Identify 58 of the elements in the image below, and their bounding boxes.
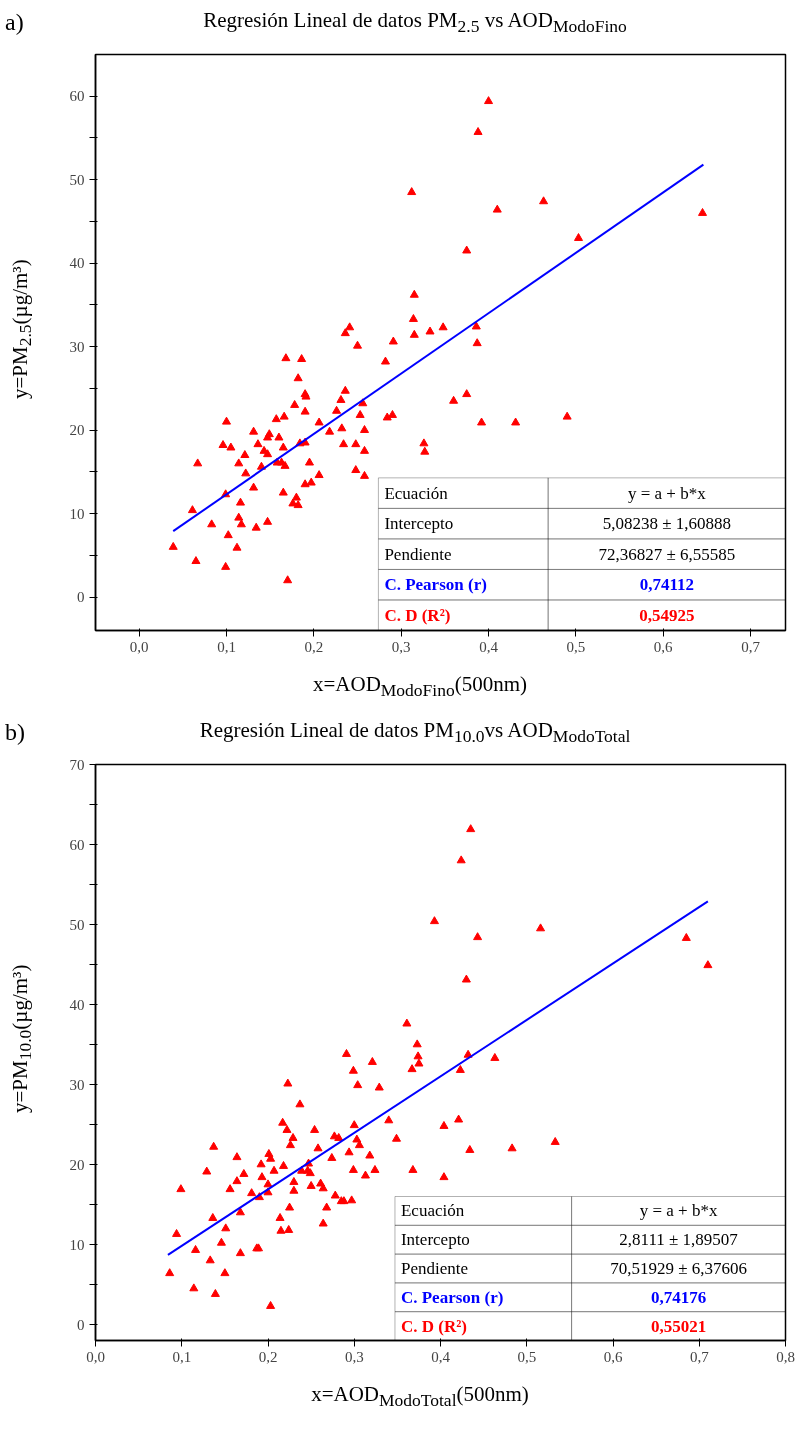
y-tick-label: 60 [69, 88, 85, 105]
annotation: Pendiente [400, 1259, 469, 1278]
text: a) [5, 8, 24, 37]
x-tick-label: 0,8 [776, 1348, 795, 1365]
x-tick-label: 0,2 [258, 1348, 278, 1365]
chart-title: Regresión Lineal de datos PM$_{2.5}$ vs AOD$_{ModoFino}$ [202, 7, 628, 39]
y-tick-label: 40 [69, 255, 85, 272]
annotation: 0,74112 [639, 575, 694, 595]
annotation: C. D (R²) [384, 605, 451, 625]
y-tick-label: 50 [69, 916, 85, 933]
x-tick-label: 0,3 [391, 638, 411, 655]
y-tick-label: 60 [69, 836, 85, 853]
annotation: Ecuación [400, 1201, 465, 1221]
y-tick-label: 20 [69, 1156, 85, 1173]
x-tick-label: 0,5 [517, 1348, 537, 1365]
x-axis-title: x=AOD$_{ModoFino}$(500nm) [311, 671, 529, 703]
annotation: 70,51929 ± 6,37606 [610, 1259, 747, 1278]
y-tick-label: 0 [77, 589, 85, 606]
y-tick-label: 70 [69, 756, 85, 773]
annotation: 2,8111 ± 1,89507 [619, 1230, 739, 1250]
annotation: 0,74176 [650, 1287, 707, 1307]
x-tick-label: 0,0 [86, 1348, 105, 1365]
y-tick-label: 20 [69, 422, 85, 439]
x-tick-label: 0,2 [304, 638, 324, 655]
annotation: Ecuación [384, 483, 449, 503]
x-tick-label: 0,7 [689, 1348, 710, 1365]
x-tick-label: 0,1 [172, 1348, 192, 1365]
annotation: 0,55021 [650, 1316, 707, 1336]
annotation: Intercepto [384, 514, 454, 534]
chart-title: Regresión Lineal de datos PM$_{10.0}$vs AOD$_{ModoTotal}$ [198, 717, 632, 749]
x-tick-label: 0,6 [653, 638, 674, 655]
y-tick-label: 10 [69, 1236, 85, 1253]
x-tick-label: 0,3 [344, 1348, 364, 1365]
annotation: Pendiente [384, 544, 452, 564]
x-axis-title: x=AOD$_{ModoTotal}$(500nm) [310, 1381, 530, 1413]
y-tick-label: 10 [69, 505, 85, 522]
annotation: C. Pearson (r) [400, 1287, 504, 1307]
annotation: 72,36827 ± 6,55585 [598, 544, 736, 564]
y-tick-label: 30 [69, 338, 85, 355]
y-tick-label: 0 [77, 1316, 85, 1333]
x-tick-label: 0,0 [129, 638, 149, 655]
y-tick-label: 50 [69, 171, 85, 188]
x-tick-label: 0,5 [566, 638, 586, 655]
x-tick-label: 0,4 [479, 638, 499, 655]
y-tick-label: 40 [69, 996, 85, 1013]
annotation: C. D (R²) [400, 1316, 467, 1336]
annotation: y = a + b*x [639, 1201, 718, 1221]
x-tick-label: 0,7 [741, 638, 761, 655]
x-tick-label: 0,1 [217, 638, 236, 655]
annotation: y = a + b*x [627, 483, 707, 503]
text: b) [5, 718, 25, 747]
annotation: 5,08238 ± 1,60888 [602, 514, 731, 534]
annotation: C. Pearson (r) [384, 575, 487, 595]
annotation: 0,54925 [639, 605, 695, 625]
annotation: Intercepto [400, 1230, 470, 1250]
x-tick-label: 0,6 [603, 1348, 623, 1365]
y-tick-label: 30 [69, 1076, 85, 1093]
x-tick-label: 0,4 [431, 1348, 451, 1365]
